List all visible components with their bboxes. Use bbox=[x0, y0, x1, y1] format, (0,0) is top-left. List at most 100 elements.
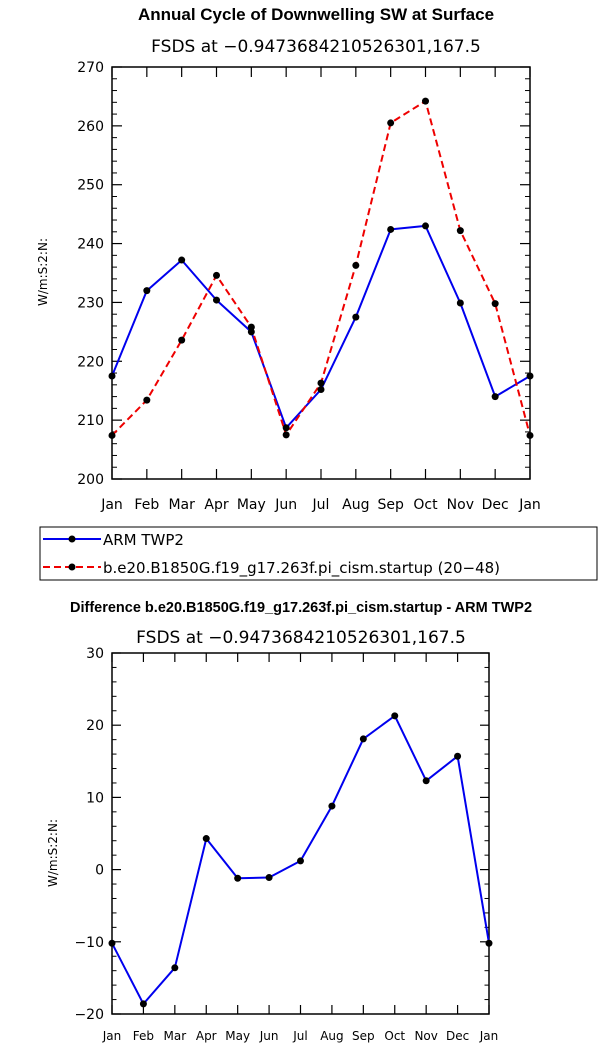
c2-series-0-point bbox=[139, 1000, 147, 1008]
c2-series-0-point bbox=[265, 874, 273, 882]
c1-series-0-point bbox=[282, 424, 290, 432]
c2-series-0-point bbox=[171, 964, 179, 972]
c1-plot-border bbox=[111, 66, 531, 480]
chart2-title: Difference b.e20.B1850G.f19_g17.263f.pi_… bbox=[70, 600, 532, 616]
c1-series-0-point bbox=[387, 225, 395, 233]
c1-series-0-point bbox=[143, 287, 151, 295]
c1-series-0-point bbox=[178, 256, 186, 264]
c2-xtick-label: Sep bbox=[352, 1029, 375, 1043]
c1-series-1-point bbox=[387, 119, 395, 127]
chart2-subtitle: FSDS at −0.9473684210526301,167.5 bbox=[136, 628, 466, 648]
legend-box bbox=[39, 526, 598, 581]
c1-series-1-point bbox=[317, 379, 325, 387]
legend-marker-arm bbox=[68, 535, 76, 543]
c1-series-0-point bbox=[491, 393, 499, 401]
c1-series-1-point bbox=[178, 336, 186, 344]
c1-xtick-label: Jan bbox=[100, 497, 123, 513]
chart1-x-tick-labels: Jan Feb Mar Apr May Jun Jul Aug Sep Oct Nov Dec Jan bbox=[100, 497, 541, 513]
c2-xtick-label: Jul bbox=[292, 1029, 307, 1043]
c1-series-0-point bbox=[213, 296, 220, 304]
chart1-subtitle: FSDS at −0.9473684210526301,167.5 bbox=[151, 37, 481, 57]
c1-series-1-point bbox=[143, 396, 151, 404]
c1-xtick-label: Mar bbox=[168, 497, 195, 513]
c1-xtick-label: Jul bbox=[312, 497, 330, 513]
c1-xtick-label: Dec bbox=[482, 497, 509, 513]
c1-ytick-label: 210 bbox=[77, 413, 104, 429]
c2-xtick-label: May bbox=[225, 1029, 250, 1043]
c2-series-0-point bbox=[391, 712, 399, 720]
c2-ytick-label: −10 bbox=[74, 935, 104, 951]
c1-series-0-point bbox=[108, 372, 116, 380]
c1-series-1-point bbox=[422, 97, 429, 105]
chart1-y-tick-labels: 200 210 220 230 240 250 260 270 bbox=[77, 60, 104, 488]
legend-label-arm: ARM TWP2 bbox=[103, 531, 184, 549]
c1-xtick-label: Sep bbox=[377, 497, 404, 513]
c1-ytick-label: 270 bbox=[77, 60, 104, 76]
c2-series-0-point bbox=[328, 802, 336, 810]
chart2-series bbox=[108, 712, 493, 1008]
c1-series-0-point bbox=[352, 313, 360, 321]
c1-series-1-point bbox=[526, 431, 534, 439]
c2-ytick-label: 30 bbox=[86, 646, 104, 662]
c2-series-0-point bbox=[202, 835, 210, 843]
c1-xtick-label: Nov bbox=[447, 497, 474, 513]
c2-plot-border bbox=[111, 652, 490, 1015]
c1-ytick-label: 240 bbox=[77, 237, 104, 253]
c2-ytick-label: 10 bbox=[86, 790, 104, 806]
chart1-title: Annual Cycle of Downwelling SW at Surfac… bbox=[138, 5, 494, 24]
c2-series-0-point bbox=[359, 735, 367, 743]
c1-series-1-point bbox=[352, 261, 360, 269]
c1-ytick-label: 260 bbox=[77, 119, 104, 135]
c1-xtick-label: Jun bbox=[274, 497, 297, 513]
c1-series-0-line bbox=[111, 224, 531, 429]
chart1-legend: ARM TWP2 b.e20.B1850G.f19_g17.263f.pi_ci… bbox=[39, 526, 598, 581]
c1-series-1-point bbox=[491, 300, 499, 308]
c1-series-1-point bbox=[456, 227, 464, 235]
c2-series-0-point bbox=[234, 874, 242, 882]
legend-marker-model bbox=[68, 563, 76, 571]
c2-series-0-point bbox=[108, 939, 116, 947]
c2-xtick-label: Mar bbox=[164, 1029, 187, 1043]
c1-xtick-label: Aug bbox=[342, 497, 369, 513]
c1-xtick-label: Oct bbox=[413, 497, 438, 513]
c1-series-0-point bbox=[317, 386, 325, 394]
c2-xtick-label: Jan bbox=[102, 1029, 122, 1043]
chart2-y-tick-labels: −20 −10 0 10 20 30 bbox=[74, 646, 104, 1023]
chart1-series bbox=[108, 97, 534, 439]
legend-label-model: b.e20.B1850G.f19_g17.263f.pi_cism.startu… bbox=[103, 559, 500, 578]
c1-series-1-point bbox=[282, 431, 290, 439]
c1-series-0-point bbox=[456, 299, 464, 307]
c1-ytick-label: 220 bbox=[77, 354, 104, 370]
c2-series-0-point bbox=[422, 777, 430, 785]
c2-xtick-label: Feb bbox=[133, 1029, 154, 1043]
c1-ytick-label: 230 bbox=[77, 295, 104, 311]
c1-series-1-point bbox=[213, 271, 220, 279]
c1-series-1-point bbox=[247, 323, 255, 331]
c2-ytick-label: −20 bbox=[74, 1007, 104, 1023]
chart2-frame bbox=[111, 652, 490, 1015]
c2-xtick-label: Dec bbox=[446, 1029, 469, 1043]
c2-series-0-point bbox=[485, 939, 493, 947]
c1-ytick-label: 250 bbox=[77, 178, 104, 194]
c1-series-0-point bbox=[526, 372, 534, 380]
chart2-x-tick-labels: Jan Feb Mar Apr May Jun Jul Aug Sep Oct Nov Dec Jan bbox=[102, 1029, 499, 1043]
c1-xtick-label: Apr bbox=[204, 497, 228, 513]
c1-xtick-label: May bbox=[237, 497, 266, 513]
c1-xtick-label: Feb bbox=[134, 497, 159, 513]
c2-ytick-label: 0 bbox=[95, 863, 104, 879]
c2-series-0-point bbox=[454, 752, 462, 760]
c1-series-0-point bbox=[422, 222, 429, 230]
c1-series-1-point bbox=[108, 431, 116, 439]
c1-ytick-label: 200 bbox=[77, 472, 104, 488]
c2-xtick-label: Aug bbox=[320, 1029, 343, 1043]
c2-ytick-label: 20 bbox=[86, 718, 104, 734]
c2-xtick-label: Nov bbox=[414, 1029, 437, 1043]
c2-xtick-label: Apr bbox=[196, 1029, 217, 1043]
c2-xtick-label: Oct bbox=[384, 1029, 405, 1043]
chart2-ylabel: W/m:S:2:N: bbox=[46, 819, 60, 887]
c1-xtick-label: Jan bbox=[518, 497, 541, 513]
c2-xtick-label: Jun bbox=[259, 1029, 279, 1043]
chart1-frame bbox=[111, 66, 531, 480]
c2-series-0-point bbox=[297, 857, 304, 865]
